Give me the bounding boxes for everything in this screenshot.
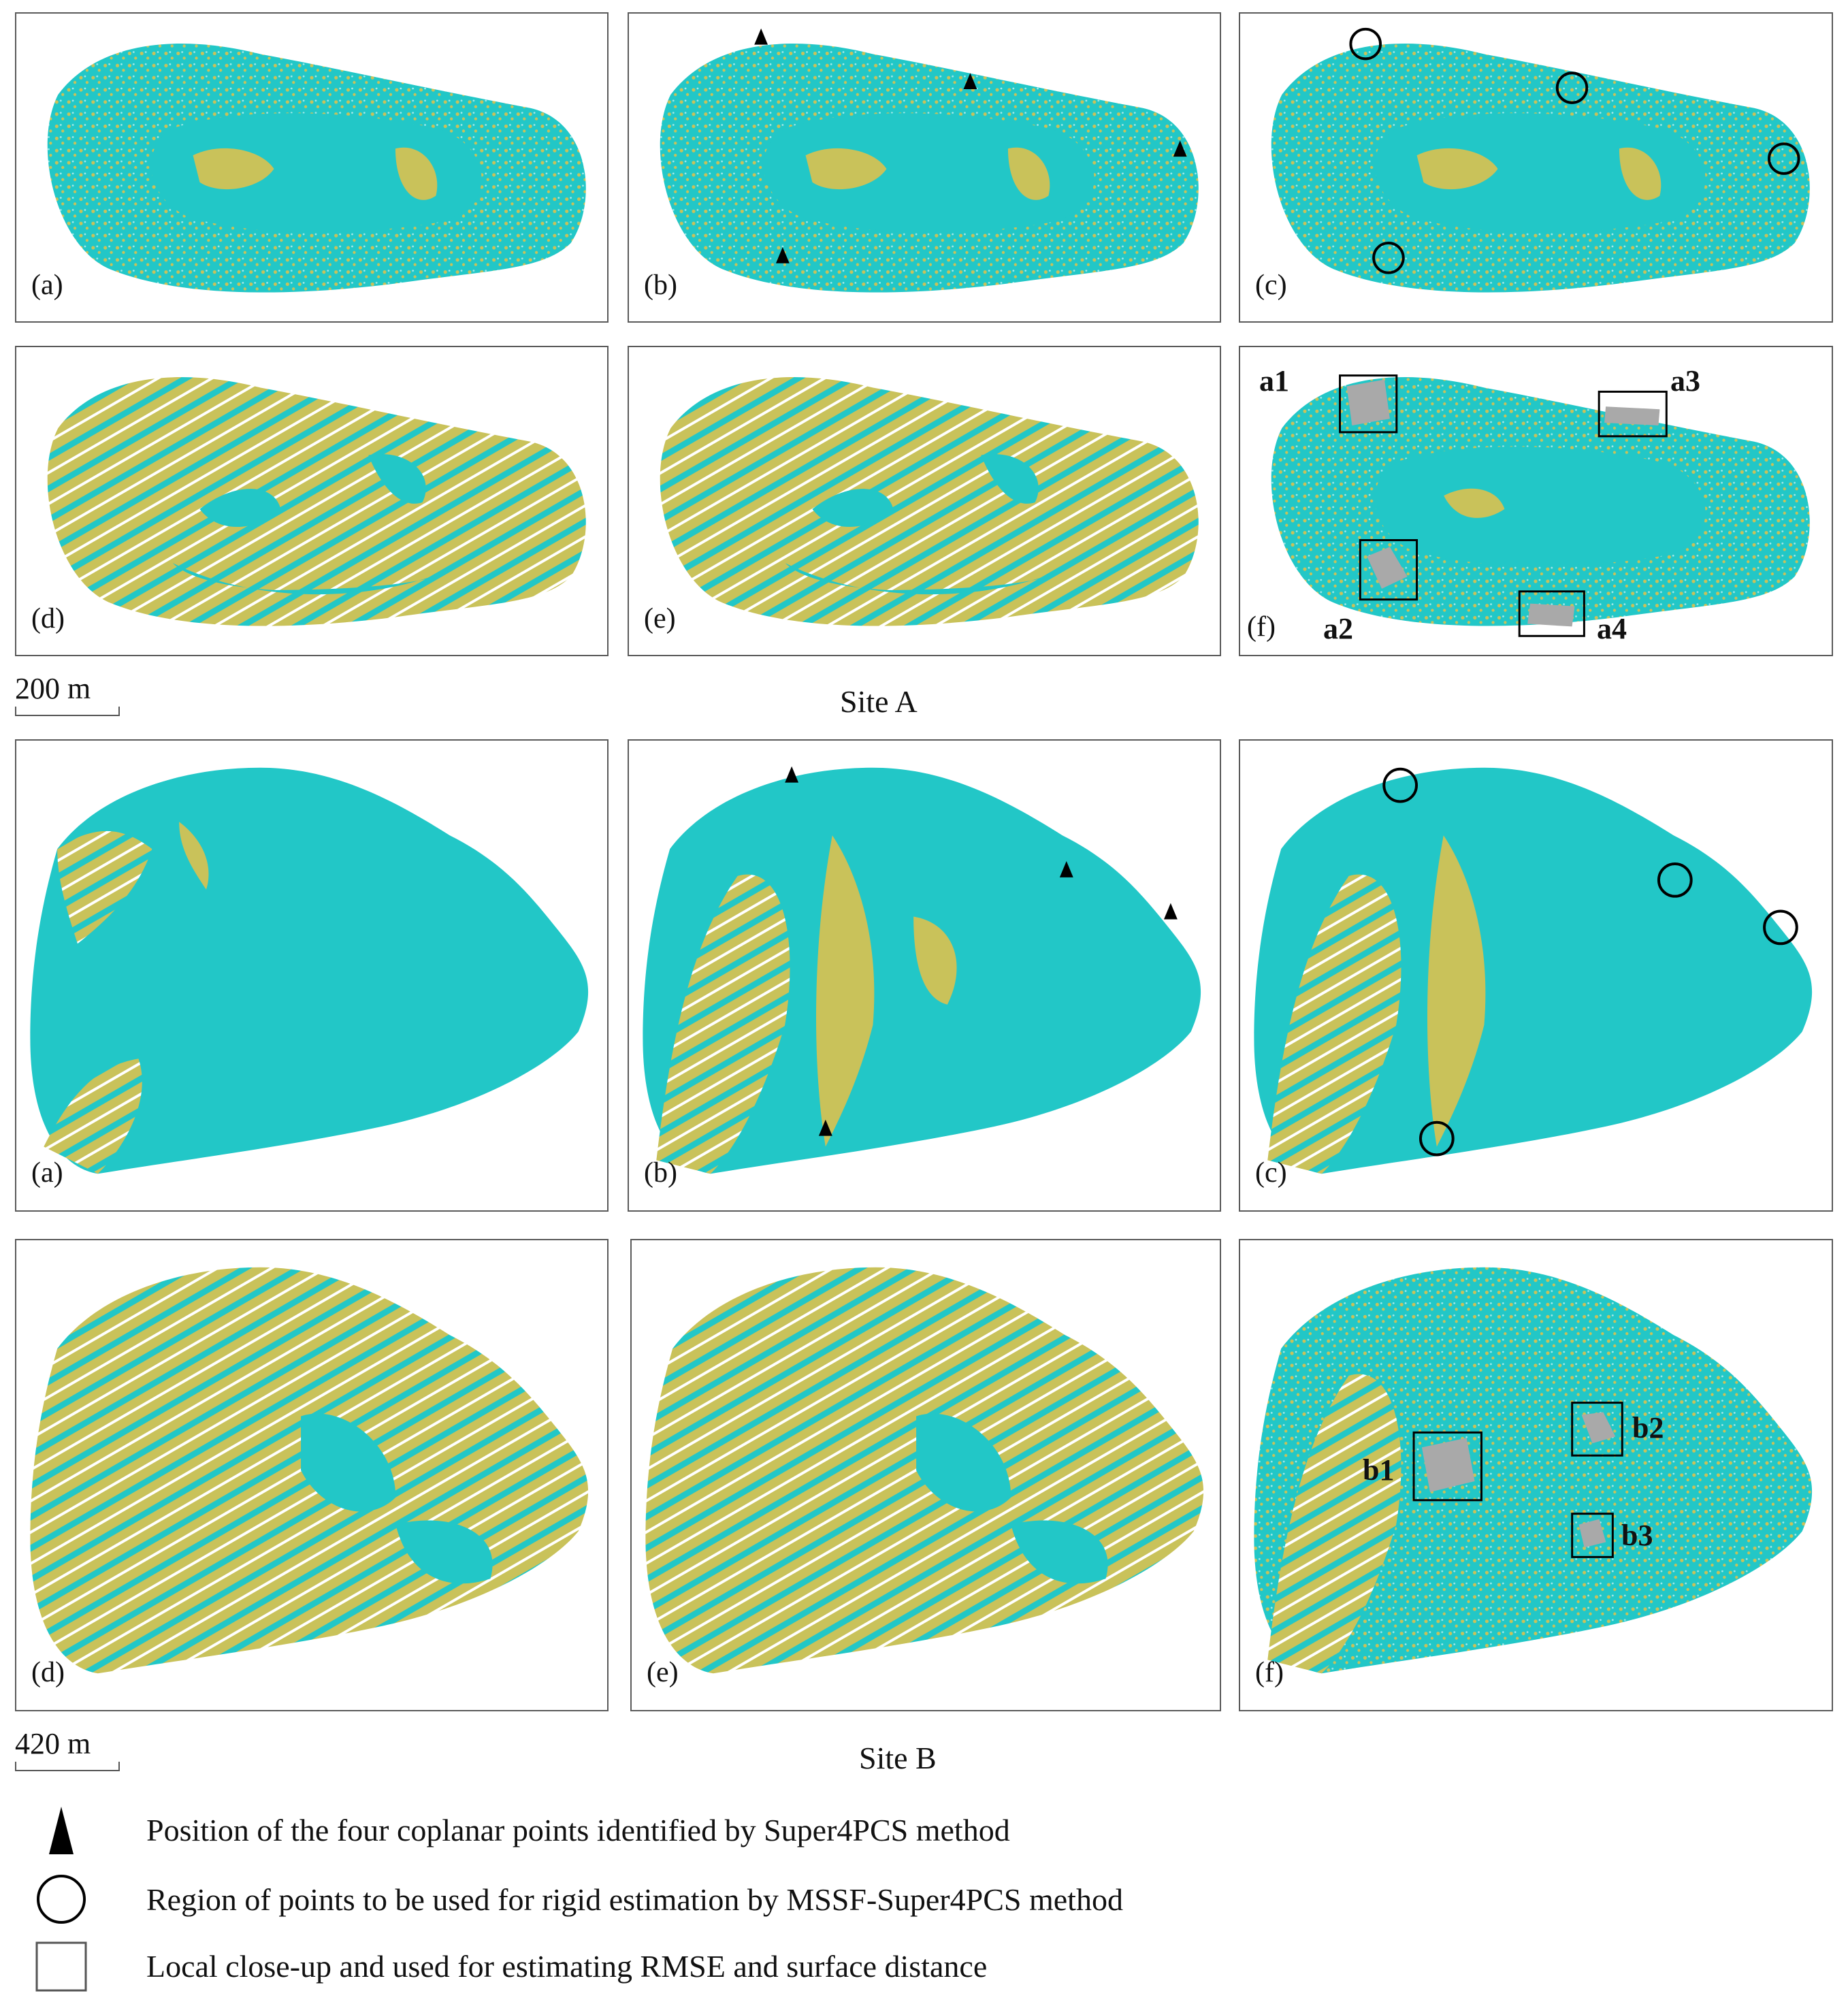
coplanar-point-triangle — [1059, 860, 1073, 877]
legend-circle-row: Region of points to be used for rigid es… — [27, 1872, 1123, 1926]
rigid-estimation-circle — [1763, 909, 1798, 946]
coplanar-point-triangle — [1173, 140, 1187, 157]
rigid-estimation-circle — [1767, 142, 1800, 175]
closeup-a4 — [1518, 590, 1585, 637]
region-label-a2: a2 — [1323, 612, 1353, 645]
legend-triangle-text: Position of the four coplanar points ide… — [146, 1812, 1010, 1847]
panel-label-d: (d) — [31, 603, 65, 634]
site-a-panel-d: (d) — [15, 346, 609, 656]
coplanar-point-triangle — [785, 766, 799, 783]
site-b-pointcloud-e — [645, 1267, 1204, 1674]
rigid-estimation-circle — [1349, 27, 1382, 61]
closeup-a3 — [1598, 390, 1668, 438]
triangle-icon — [27, 1803, 88, 1857]
panel-label-f: (f) — [1247, 611, 1276, 643]
site-b-pointcloud-b — [643, 766, 1201, 1174]
square-icon — [27, 1939, 88, 1993]
panel-label-e: (e) — [644, 603, 676, 634]
site-a-panel-a: (a) — [15, 12, 609, 323]
scale-label: 420 m — [15, 1727, 91, 1760]
circle-icon — [27, 1872, 88, 1926]
site-a-pointcloud-e — [660, 377, 1199, 626]
coplanar-point-triangle — [775, 246, 790, 263]
panel-label-c: (c) — [1255, 1157, 1287, 1189]
region-label-b3: b3 — [1621, 1519, 1653, 1552]
panel-label-b: (b) — [644, 1157, 677, 1189]
rigid-estimation-circle — [1555, 71, 1589, 104]
panel-label-b: (b) — [644, 270, 677, 301]
region-label-a3: a3 — [1670, 364, 1700, 398]
region-label-a4: a4 — [1597, 612, 1627, 645]
scale-bar-line — [15, 707, 120, 716]
coplanar-point-triangle — [1163, 903, 1178, 920]
closeup-b2 — [1571, 1402, 1623, 1457]
site-a-panel-c: (c) — [1239, 12, 1833, 323]
site-a-pointcloud-f — [1271, 374, 1810, 637]
scale-bar-site-a: 200 m — [15, 674, 120, 716]
panel-label-f: (f) — [1255, 1657, 1284, 1688]
site-a-title: Site A — [840, 684, 918, 719]
site-b-pointcloud-a — [30, 767, 589, 1174]
site-a-pointcloud-a — [47, 44, 586, 293]
legend-circle-text: Region of points to be used for rigid es… — [146, 1882, 1123, 1917]
site-a-pointcloud-b — [660, 28, 1199, 293]
site-a-pointcloud-c — [1271, 27, 1810, 293]
legend-square-text: Local close-up and used for estimating R… — [146, 1948, 988, 1984]
site-b-pointcloud-f — [1254, 1267, 1813, 1674]
site-a-panel-f: a1 a2 a3 a4 (f) — [1239, 346, 1833, 656]
rigid-estimation-circle — [1372, 242, 1405, 274]
panel-label-a: (a) — [31, 270, 63, 301]
panel-label-e: (e) — [647, 1657, 679, 1688]
panel-label-c: (c) — [1255, 270, 1287, 301]
coplanar-point-triangle — [818, 1119, 832, 1136]
rigid-estimation-circle — [1657, 862, 1693, 898]
site-b-pointcloud-d — [30, 1267, 589, 1674]
closeup-b1 — [1412, 1431, 1482, 1502]
site-a-panel-b: (b) — [628, 12, 1221, 323]
region-label-b2: b2 — [1632, 1411, 1664, 1444]
closeup-a1 — [1339, 374, 1398, 434]
site-b-panel-a: (a) — [15, 739, 609, 1212]
region-label-a1: a1 — [1259, 364, 1289, 398]
site-b-panel-f: b1 b2 b3 (f) — [1239, 1239, 1833, 1711]
legend-triangle-row: Position of the four coplanar points ide… — [27, 1803, 1010, 1857]
site-b-title: Site B — [859, 1741, 937, 1775]
site-a-pointcloud-d — [47, 377, 586, 626]
closeup-b3 — [1571, 1513, 1614, 1558]
coplanar-point-triangle — [963, 73, 977, 90]
panel-label-d: (d) — [31, 1657, 65, 1688]
scale-bar-line — [15, 1762, 120, 1771]
site-b-panel-e: (e) — [630, 1239, 1221, 1711]
region-label-b1: b1 — [1363, 1453, 1395, 1487]
coplanar-point-triangle — [754, 28, 768, 45]
site-a-panel-e: (e) — [628, 346, 1221, 656]
site-b-panel-b: (b) — [628, 739, 1221, 1212]
site-b-pointcloud-c — [1254, 767, 1813, 1174]
scale-label: 200 m — [15, 672, 91, 705]
legend-square-row: Local close-up and used for estimating R… — [27, 1939, 987, 1993]
scale-bar-site-b: 420 m — [15, 1729, 120, 1771]
panel-label-a: (a) — [31, 1157, 63, 1189]
closeup-a2 — [1359, 539, 1419, 601]
rigid-estimation-circle — [1382, 767, 1419, 803]
rigid-estimation-circle — [1419, 1120, 1455, 1157]
site-b-panel-d: (d) — [15, 1239, 609, 1711]
site-b-panel-c: (c) — [1239, 739, 1833, 1212]
